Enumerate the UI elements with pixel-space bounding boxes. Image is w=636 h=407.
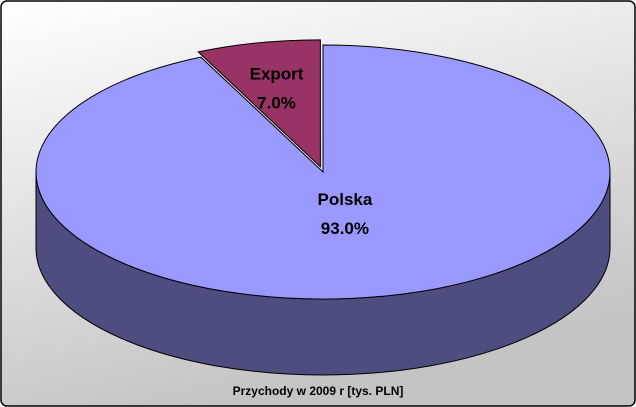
slice-value: 93.0% — [321, 219, 369, 238]
slice-label: Polska — [318, 190, 373, 209]
chart-title: Przychody w 2009 r [tys. PLN] — [233, 384, 404, 398]
slice-value: 7.0% — [257, 94, 296, 113]
slice-label: Export — [250, 65, 304, 84]
pie-slice — [197, 39, 321, 168]
pie: Polska 93.0% Export 7.0% — [35, 39, 611, 376]
pie-slice — [35, 44, 611, 300]
